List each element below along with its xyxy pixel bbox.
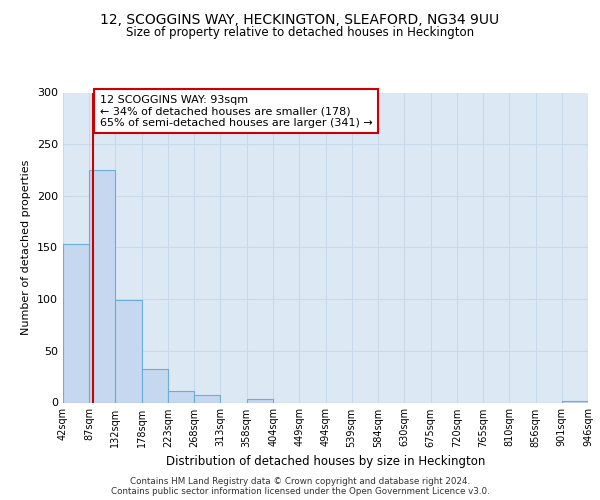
Bar bbox=[194, 396, 220, 402]
X-axis label: Distribution of detached houses by size in Heckington: Distribution of detached houses by size … bbox=[166, 455, 485, 468]
Bar bbox=[142, 370, 168, 402]
Text: 12, SCOGGINS WAY, HECKINGTON, SLEAFORD, NG34 9UU: 12, SCOGGINS WAY, HECKINGTON, SLEAFORD, … bbox=[100, 12, 500, 26]
Bar bbox=[247, 400, 273, 402]
Text: Contains HM Land Registry data © Crown copyright and database right 2024.
Contai: Contains HM Land Registry data © Crown c… bbox=[110, 476, 490, 496]
Bar bbox=[168, 391, 194, 402]
Y-axis label: Number of detached properties: Number of detached properties bbox=[22, 160, 31, 335]
Text: Size of property relative to detached houses in Heckington: Size of property relative to detached ho… bbox=[126, 26, 474, 39]
Text: 12 SCOGGINS WAY: 93sqm
← 34% of detached houses are smaller (178)
65% of semi-de: 12 SCOGGINS WAY: 93sqm ← 34% of detached… bbox=[100, 94, 373, 128]
Bar bbox=[63, 244, 89, 402]
Bar bbox=[89, 170, 115, 402]
Bar bbox=[115, 300, 142, 402]
